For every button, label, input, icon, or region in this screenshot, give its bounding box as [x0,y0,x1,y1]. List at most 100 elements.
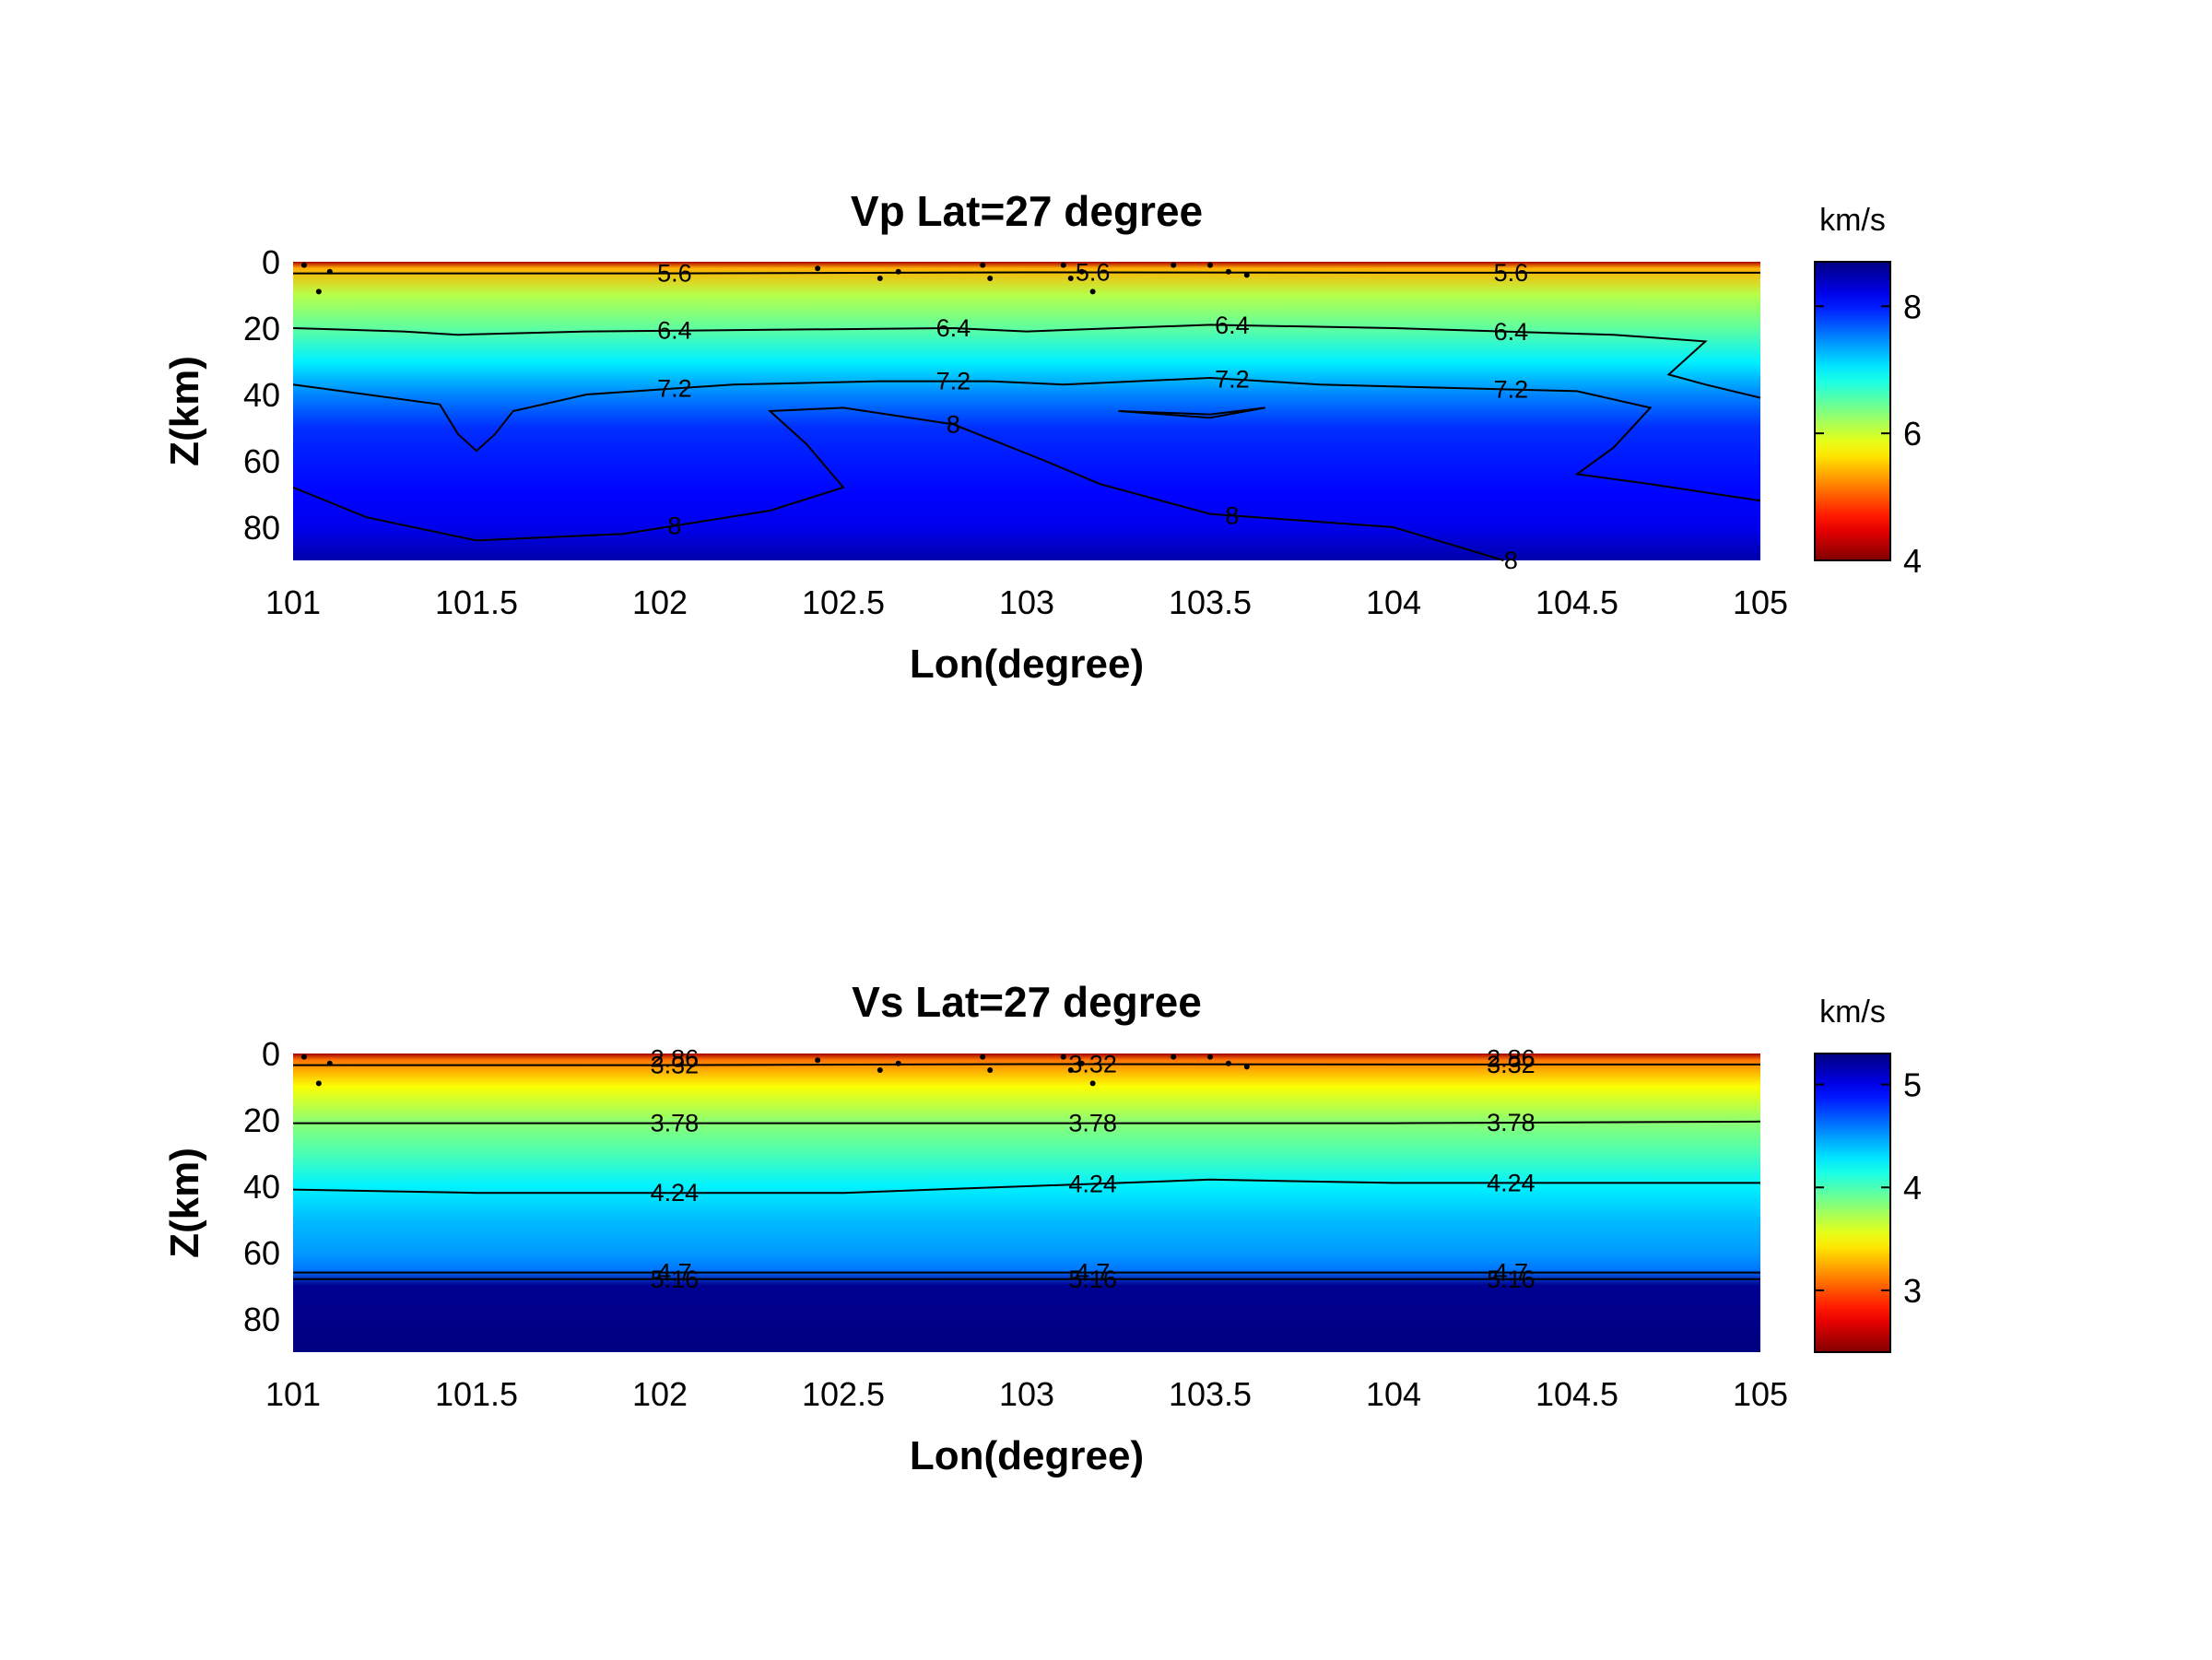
contour-line-7.2 [292,376,1761,502]
event-dot [315,1080,322,1087]
x-tick-label: 102.5 [802,1375,885,1413]
x-tick-label: 104.5 [1535,583,1618,621]
event-dot [877,1067,883,1073]
event-dot [1060,262,1066,268]
contour-label: 3.78 [651,1110,700,1137]
y-tick-label: 40 [243,376,280,414]
x-axis-label: Lon(degree) [910,642,1144,687]
contour-label: 5.16 [651,1266,700,1293]
contour-line-8 [292,406,1504,561]
colorbar-unit-label: km/s [1819,995,1886,1030]
event-dot [1207,262,1213,268]
event-dot [1225,1060,1231,1066]
contour-label: 8 [1504,547,1518,574]
contour-label: 4.24 [1487,1169,1535,1196]
x-tick-label: 102.5 [802,583,885,621]
contour-label: 4.7 [657,1259,692,1287]
x-tick-label: 102 [632,583,688,621]
event-dot [1078,1060,1085,1066]
contour-line-5.6 [293,271,1760,275]
event-dot [1089,1080,1096,1087]
event-dot [1060,1054,1066,1060]
y-tick-label: 0 [262,243,280,281]
contour-line-8 [1118,406,1265,419]
x-tick-label: 102 [632,1375,688,1413]
x-tick-label: 101 [265,1375,321,1413]
x-tick-label: 105 [1733,583,1788,621]
y-tick-label: 60 [243,1234,280,1272]
x-tick-label: 105 [1733,1375,1788,1413]
contour-label: 7.2 [1494,376,1529,404]
y-axis-label: Z(km) [162,356,207,466]
colorbar-tick-label: 3 [1903,1272,1922,1310]
colorbar [1814,1053,1891,1353]
colorbar-tick-label: 8 [1903,288,1922,325]
contour-label: 7.2 [1215,365,1250,393]
event-dot [987,1067,994,1073]
x-tick-label: 101.5 [435,1375,518,1413]
event-dot [980,1054,986,1060]
x-tick-label: 103.5 [1169,583,1252,621]
event-dot [326,1060,333,1066]
event-dot [895,1060,901,1066]
y-tick-label: 0 [262,1035,280,1073]
event-dot [987,276,994,281]
x-tick-label: 104.5 [1535,1375,1618,1413]
event-dot [300,262,307,268]
event-dot [1243,272,1250,278]
contour-label: 5.16 [1068,1266,1117,1293]
x-tick-label: 103.5 [1169,1375,1252,1413]
contour-line-4.24 [292,1178,1760,1195]
x-tick-label: 104 [1366,1375,1421,1413]
x-tick-label: 103 [999,583,1054,621]
contour-label: 4.24 [651,1179,700,1207]
x-tick-label: 103 [999,1375,1054,1413]
x-tick-label: 101.5 [435,583,518,621]
contour-label: 3.32 [1487,1051,1535,1078]
contour-label: 8 [1225,501,1239,529]
colorbar-tick-label: 6 [1903,415,1922,453]
colorbar-tick-label: 5 [1903,1066,1922,1104]
x-tick-label: 101 [265,583,321,621]
contour-label: 3.78 [1487,1109,1535,1136]
colorbar [1814,261,1891,561]
velocity-field [293,262,1760,560]
y-tick-label: 20 [243,310,280,347]
contour-label: 3.78 [1068,1110,1117,1137]
colorbar-tick-label: 4 [1903,1169,1922,1207]
x-axis-label: Lon(degree) [910,1433,1144,1478]
velocity-field [293,1054,1760,1352]
contour-line-6.4 [292,324,1761,399]
colorbar-unit-label: km/s [1819,203,1886,238]
contour-label: 6.4 [936,314,971,342]
chart-panel-1: 5.6 5.6 5.66.4 6.4 6.4 6.47.2 7.2 7.2 7.28888101… [162,187,1922,687]
contour-label: 4.24 [1068,1170,1117,1197]
contour-label: 4.7 [1076,1259,1111,1287]
contour-label: 6.4 [657,317,692,345]
contour-label: 4.7 [1494,1259,1529,1287]
contour-label: 5.6 [1494,259,1529,287]
contour-label: 5.6 [657,260,692,288]
contour-label: 8 [667,512,681,539]
event-dot [326,268,333,275]
colorbar-tick-label: 4 [1903,542,1922,580]
y-tick-label: 40 [243,1168,280,1206]
contour-label: 3.32 [651,1052,700,1079]
event-dot [1207,1054,1213,1060]
contour-line-3.78 [293,1120,1761,1124]
contour-label: 2.86 [1487,1044,1535,1072]
event-dot [1067,1067,1074,1073]
event-dot [815,265,821,272]
chart-title: Vs Lat=27 degree [852,978,1202,1026]
event-dot [1225,268,1231,275]
event-dot [877,276,883,281]
contour-label: 2.86 [651,1044,700,1072]
chart-title: Vp Lat=27 degree [851,187,1203,235]
event-dot [1067,276,1074,281]
event-dot [895,268,901,275]
x-tick-label: 104 [1366,583,1421,621]
event-dot [1089,288,1096,295]
event-dot [1243,1064,1250,1070]
event-dot [815,1057,821,1064]
